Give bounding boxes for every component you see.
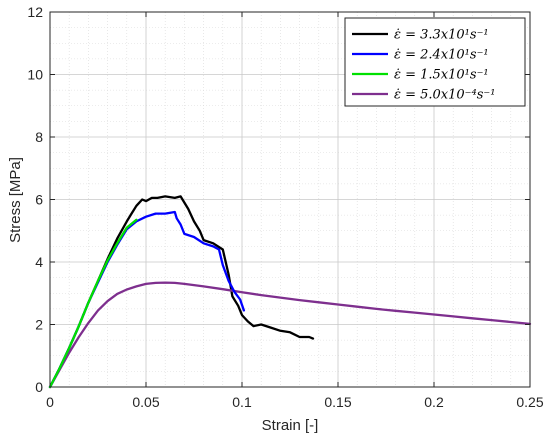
y-tick-label: 4 <box>35 254 43 270</box>
y-tick-label: 6 <box>35 192 43 208</box>
x-tick-label: 0.15 <box>324 394 351 410</box>
x-tick-label: 0.05 <box>132 394 159 410</box>
axis-ticks <box>49 11 531 388</box>
y-tick-label: 12 <box>27 4 43 20</box>
x-tick-label: 0.1 <box>232 394 252 410</box>
y-tick-label: 2 <box>35 317 43 333</box>
legend-box <box>344 17 526 107</box>
series-line-4 <box>48 281 532 389</box>
legend: ε̇ = 3.3x10¹s⁻¹ ε̇ = 2.4x10¹s⁻¹ ε̇ = 1.5x1… <box>344 17 526 107</box>
x-axis-label: Strain [-] <box>262 417 319 434</box>
x-tick-label: 0.25 <box>516 394 543 410</box>
x-tick-label: 0.2 <box>424 394 444 410</box>
series-layer <box>48 195 532 389</box>
x-tick-labels: 0 0.05 0.1 0.15 0.2 0.25 <box>46 394 544 410</box>
y-tick-label: 8 <box>35 129 43 145</box>
legend-entry-1: ε̇ = 3.3x10¹s⁻¹ <box>394 28 489 43</box>
series-line-3 <box>48 218 138 389</box>
y-tick-labels: 0 2 4 6 8 10 12 <box>27 4 43 395</box>
legend-entry-4: ε̇ = 5.0x10⁻⁴s⁻¹ <box>394 88 496 103</box>
y-tick-label: 10 <box>27 67 43 83</box>
y-axis-label: Stress [MPa] <box>7 157 24 243</box>
x-tick-label: 0 <box>46 394 54 410</box>
legend-entry-2: ε̇ = 2.4x10¹s⁻¹ <box>394 48 489 63</box>
y-tick-label: 0 <box>35 379 43 395</box>
legend-entry-3: ε̇ = 1.5x10¹s⁻¹ <box>394 68 489 83</box>
